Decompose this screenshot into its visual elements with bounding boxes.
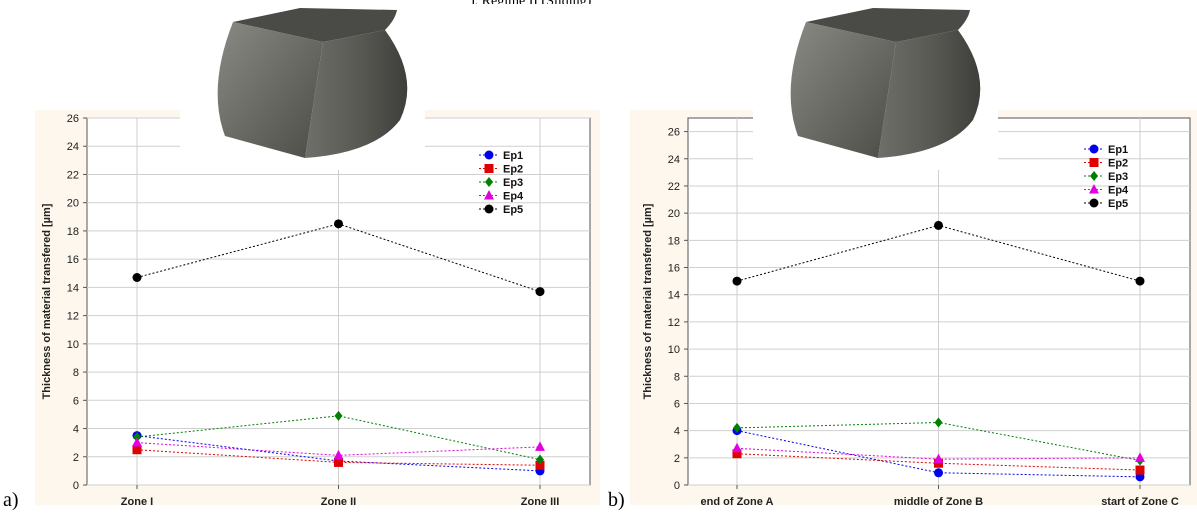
chart-a-ytick-label: 22: [67, 169, 79, 181]
chart-b-ytick-label: 6: [674, 398, 680, 410]
chart-a-legend-label: Ep2: [503, 164, 523, 176]
chart-a-legend-label: Ep5: [503, 204, 523, 216]
chart-b-xtick-label: end of Zone A: [701, 496, 774, 508]
chart-b-legend-marker: [1089, 144, 1099, 154]
chart-a-point-ep5: [535, 287, 545, 297]
chart-b-legend-label: Ep3: [1108, 171, 1128, 183]
chart-a-ytick-label: 0: [73, 480, 79, 492]
chart-a-point-ep4: [333, 449, 344, 460]
chart-b-point-ep5: [1135, 276, 1145, 286]
chart-b-ytick-label: 22: [668, 181, 680, 193]
chart-a-ytick-label: 14: [67, 282, 79, 294]
chart-a-point-ep2: [334, 457, 343, 467]
chart-a-legend-marker: [484, 150, 494, 160]
chart-a-block-side: [305, 30, 408, 158]
chart-b-legend-marker: [1089, 158, 1099, 167]
chart-b-ytick-label: 4: [674, 426, 680, 438]
chart-b-ytick-label: 0: [674, 480, 680, 492]
chart-b-ytick-label: 14: [668, 290, 680, 302]
chart-b-ylabel: Thickness of material transfered [µm]: [642, 203, 654, 399]
chart-b-xtick-label: start of Zone C: [1101, 496, 1179, 508]
chart-b-legend-marker: [1090, 171, 1098, 181]
chart-b-point-ep2: [732, 449, 742, 459]
chart-a-legend-label: Ep3: [503, 177, 523, 189]
chart-a-series-line-ep3: [136, 415, 541, 461]
chart-a-ytick-label: 24: [67, 141, 79, 153]
chart-panel-a: a) 0 2 4 6 8 10 12 14 16 18 20 22 24 26 Zone I Zone II Z…: [3, 0, 600, 511]
chart-a-legend-label: Ep4: [503, 191, 524, 203]
chart-b-point-ep2: [934, 458, 943, 468]
chart-b-point-ep1: [1135, 472, 1145, 482]
chart-b-point-ep3: [733, 422, 741, 433]
chart-a-block-front: [217, 22, 323, 158]
chart-a-ytick-label: 4: [73, 424, 79, 436]
chart-b-legend-marker: [1089, 198, 1099, 208]
chart-a-point-ep2: [132, 445, 142, 455]
chart-a-xtick-label: Zone I: [121, 496, 153, 508]
caption-fragment: ), Regime II (Sliding): [470, 0, 740, 4]
chart-b-block-side: [878, 30, 981, 158]
chart-b-point-ep5: [732, 276, 742, 286]
chart-b-ytick-label: 24: [668, 154, 680, 166]
chart-a-legend-marker: [485, 177, 493, 187]
chart-a-point-ep4: [535, 441, 545, 451]
chart-b-point-ep4: [732, 442, 742, 453]
chart-a-point-ep4: [132, 437, 142, 447]
chart-a-xtick-label: Zone II: [321, 496, 356, 508]
chart-a-ytick-label: 8: [73, 367, 79, 379]
panel-label-b: b): [608, 489, 625, 511]
chart-a-legend-marker: [484, 164, 494, 173]
chart-a-ytick-label: 20: [67, 198, 79, 210]
chart-b-legend-label: Ep5: [1108, 198, 1128, 210]
chart-a-point-ep3: [536, 454, 544, 465]
chart-a-block-illustration: [180, 0, 425, 170]
chart-b-ytick-label: 16: [668, 263, 680, 275]
chart-b-ytick-label: 20: [668, 208, 680, 220]
chart-b-legend-label: Ep2: [1108, 158, 1128, 170]
chart-b-legend-marker: [1089, 184, 1099, 194]
chart-a-block-top: [233, 8, 397, 42]
chart-a-legend-marker: [484, 204, 494, 214]
panel-label-a: a): [3, 489, 19, 511]
chart-b-ytick-label: 8: [674, 371, 680, 383]
chart-b-ytick-label: 18: [668, 235, 680, 247]
chart-a-ytick-label: 6: [73, 395, 79, 407]
chart-b-legend-label: Ep4: [1108, 185, 1129, 197]
chart-b-block-top: [806, 8, 970, 42]
chart-b-point-ep3: [934, 417, 943, 428]
chart-a-series-line-ep1: [136, 435, 541, 472]
chart-a-ytick-label: 10: [67, 339, 79, 351]
chart-a-point-ep5: [334, 219, 343, 229]
chart-a-xtick-label: Zone III: [521, 496, 560, 508]
chart-b-ytick-label: 2: [674, 453, 680, 465]
chart-b-point-ep4: [933, 453, 944, 464]
chart-a-ytick-label: 18: [67, 226, 79, 238]
chart-b-point-ep1: [934, 468, 943, 478]
chart-a-ytick-label: 26: [67, 113, 79, 125]
chart-a-legend-label: Ep1: [503, 150, 523, 162]
chart-b-ytick-label: 26: [668, 127, 680, 139]
chart-b-xtick-label: middle of Zone B: [894, 496, 983, 508]
chart-b-block-front: [790, 22, 896, 158]
chart-a-point-ep5: [132, 273, 142, 283]
chart-a-ytick-label: 16: [67, 254, 79, 266]
chart-b-block-illustration: [753, 0, 998, 170]
chart-a-ytick-label: 2: [73, 452, 79, 464]
chart-a-legend-marker: [484, 190, 494, 200]
chart-b-point-ep2: [1135, 465, 1145, 475]
chart-b-ytick-label: 10: [668, 344, 680, 356]
chart-b-legend-label: Ep1: [1108, 144, 1128, 156]
chart-a-point-ep3: [133, 432, 141, 443]
chart-a-point-ep3: [334, 410, 343, 421]
chart-b-point-ep5: [934, 220, 943, 230]
chart-a-point-ep2: [535, 460, 545, 470]
chart-a-ytick-label: 12: [67, 311, 79, 323]
chart-a-ylabel: Thickness of material transfered [µm]: [41, 203, 53, 399]
chart-b-ytick-label: 12: [668, 317, 680, 329]
chart-b-point-ep4: [1135, 452, 1145, 462]
